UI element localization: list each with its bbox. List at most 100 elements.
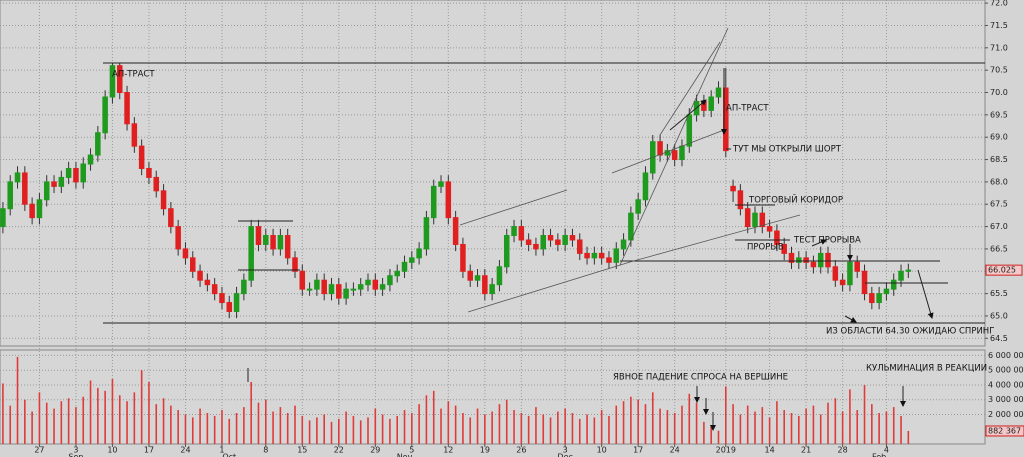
y-tick-label: 66.5: [990, 244, 1008, 253]
candle-body: [387, 275, 393, 286]
candle-body: [679, 145, 685, 161]
candle-body: [263, 235, 269, 245]
candle-body: [175, 226, 181, 250]
candle-body: [409, 257, 415, 263]
trend-line: [611, 129, 725, 174]
x-tick-label: 3: [73, 446, 78, 455]
candle-body: [452, 217, 459, 245]
x-tick-label: 29: [370, 446, 380, 455]
candle-body: [489, 284, 495, 295]
candle-body: [576, 239, 583, 254]
trend-line: [659, 41, 721, 136]
annotation: ТУТ МЫ ОТКРЫЛИ ШОРТ: [732, 145, 842, 155]
arrow: [917, 269, 934, 319]
candle-body: [36, 199, 43, 219]
candle-body: [737, 190, 744, 210]
annotation: ТОРГОВЫЙ КОРИДОР: [748, 194, 843, 206]
candle-body: [876, 293, 882, 304]
x-tick-label: 26: [516, 446, 526, 455]
annotations: АП-ТРАСТ АП-ТРАСТ ТУТ МЫ ОТКРЫЛИ ШОРТ ТОРГО…: [112, 70, 994, 383]
x-tick-label: 17: [633, 446, 643, 455]
candle-body: [788, 252, 795, 263]
candle-body: [7, 181, 13, 210]
x-tick-label: 10: [597, 446, 607, 455]
candle-body: [474, 275, 481, 281]
candle-body: [744, 208, 751, 228]
x-tick-label: 19: [480, 446, 490, 455]
volume-tick-label: 6 000 000: [988, 351, 1024, 360]
drawings: [103, 27, 985, 431]
trend-line: [619, 27, 729, 266]
annotation: ПРОРЫВ: [747, 243, 784, 253]
month-label: Sep: [68, 453, 83, 457]
candle-body: [423, 217, 430, 250]
candle-body: [306, 288, 313, 291]
x-tick-label: 28: [838, 446, 848, 455]
x-tick-label: 12: [443, 446, 453, 455]
annotation: ТЕСТ ПРОРЫВА: [793, 236, 861, 246]
candle-body: [43, 181, 50, 201]
x-tick-label: 17: [144, 446, 154, 455]
candle-body: [796, 257, 802, 263]
candle-body: [87, 154, 94, 165]
candle-body: [613, 248, 620, 263]
candle-body: [635, 199, 641, 214]
candle-body: [22, 172, 28, 205]
candle-body: [482, 275, 488, 295]
trend-line: [459, 189, 568, 226]
x-tick-label: 3: [563, 446, 568, 455]
candle-body: [168, 208, 174, 228]
x-tick-label: 22: [334, 446, 344, 455]
annotation: АП-ТРАСТ: [112, 70, 155, 80]
x-tick-label: 15: [297, 446, 307, 455]
x-tick-label: 14: [765, 446, 775, 455]
volume-marker-label: 882 367: [988, 426, 1021, 435]
candle-body: [533, 243, 539, 250]
candle-body: [58, 176, 65, 187]
candle-body: [73, 167, 79, 183]
price-marker: [985, 264, 1023, 276]
annotation: КУЛЬМИНАЦИЯ В РЕАКЦИИ: [866, 364, 987, 374]
annotation: ЯВНОЕ ПАДЕНИЕ СПРОСА НА ВЕРШИНЕ: [613, 373, 788, 383]
month-label: Nov: [397, 453, 413, 457]
x-tick-label: 4: [884, 446, 889, 455]
x-tick-label: 10: [107, 446, 117, 455]
candle-body: [328, 284, 335, 295]
x-tick-label: 8: [263, 446, 268, 455]
candle-body: [562, 235, 568, 245]
candle-body: [766, 226, 773, 232]
candle-body: [730, 185, 736, 192]
volume-tick-label: 5 000 000: [988, 366, 1024, 375]
arrow: [669, 99, 707, 131]
candle-body: [628, 212, 634, 241]
candle-body: [14, 172, 21, 183]
candle-body: [606, 257, 612, 263]
month-label: Feb: [872, 453, 886, 457]
volume-tick-label: 3 000 000: [988, 395, 1024, 404]
candle-body: [116, 65, 123, 94]
candle-body: [847, 261, 853, 286]
candle-body: [591, 252, 598, 259]
candle-body: [854, 261, 860, 272]
candle-body: [51, 181, 57, 187]
candle-body: [839, 279, 846, 286]
y-tick-label: 72.0: [990, 0, 1008, 8]
y-tick-label: 70.5: [990, 66, 1008, 75]
y-tick-label: 68.0: [990, 177, 1008, 186]
candle-body: [817, 252, 824, 268]
annotation: ИЗ ОБЛАСТИ 64.30 ОЖИДАЮ СПРИНГ: [826, 327, 994, 337]
candle-body: [372, 279, 379, 290]
trend-line: [629, 214, 801, 263]
x-tick-label: 1: [219, 446, 224, 455]
candle-body: [102, 96, 108, 134]
candle-body: [620, 239, 627, 250]
x-tick-label: 24: [180, 446, 190, 455]
candle-body: [255, 226, 262, 245]
y-tick-label: 71.5: [990, 21, 1008, 30]
x-tick-label: 5: [409, 446, 414, 455]
candle-body: [241, 279, 247, 295]
candle-body: [518, 226, 525, 241]
candle-body: [394, 270, 400, 277]
candle-body: [832, 266, 839, 281]
candle-body: [774, 230, 780, 245]
